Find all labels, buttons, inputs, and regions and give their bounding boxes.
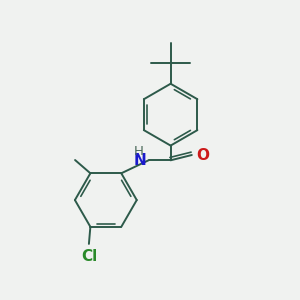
Text: Cl: Cl	[81, 249, 97, 264]
Text: O: O	[196, 148, 209, 163]
Text: N: N	[134, 152, 146, 167]
Text: H: H	[133, 145, 143, 158]
